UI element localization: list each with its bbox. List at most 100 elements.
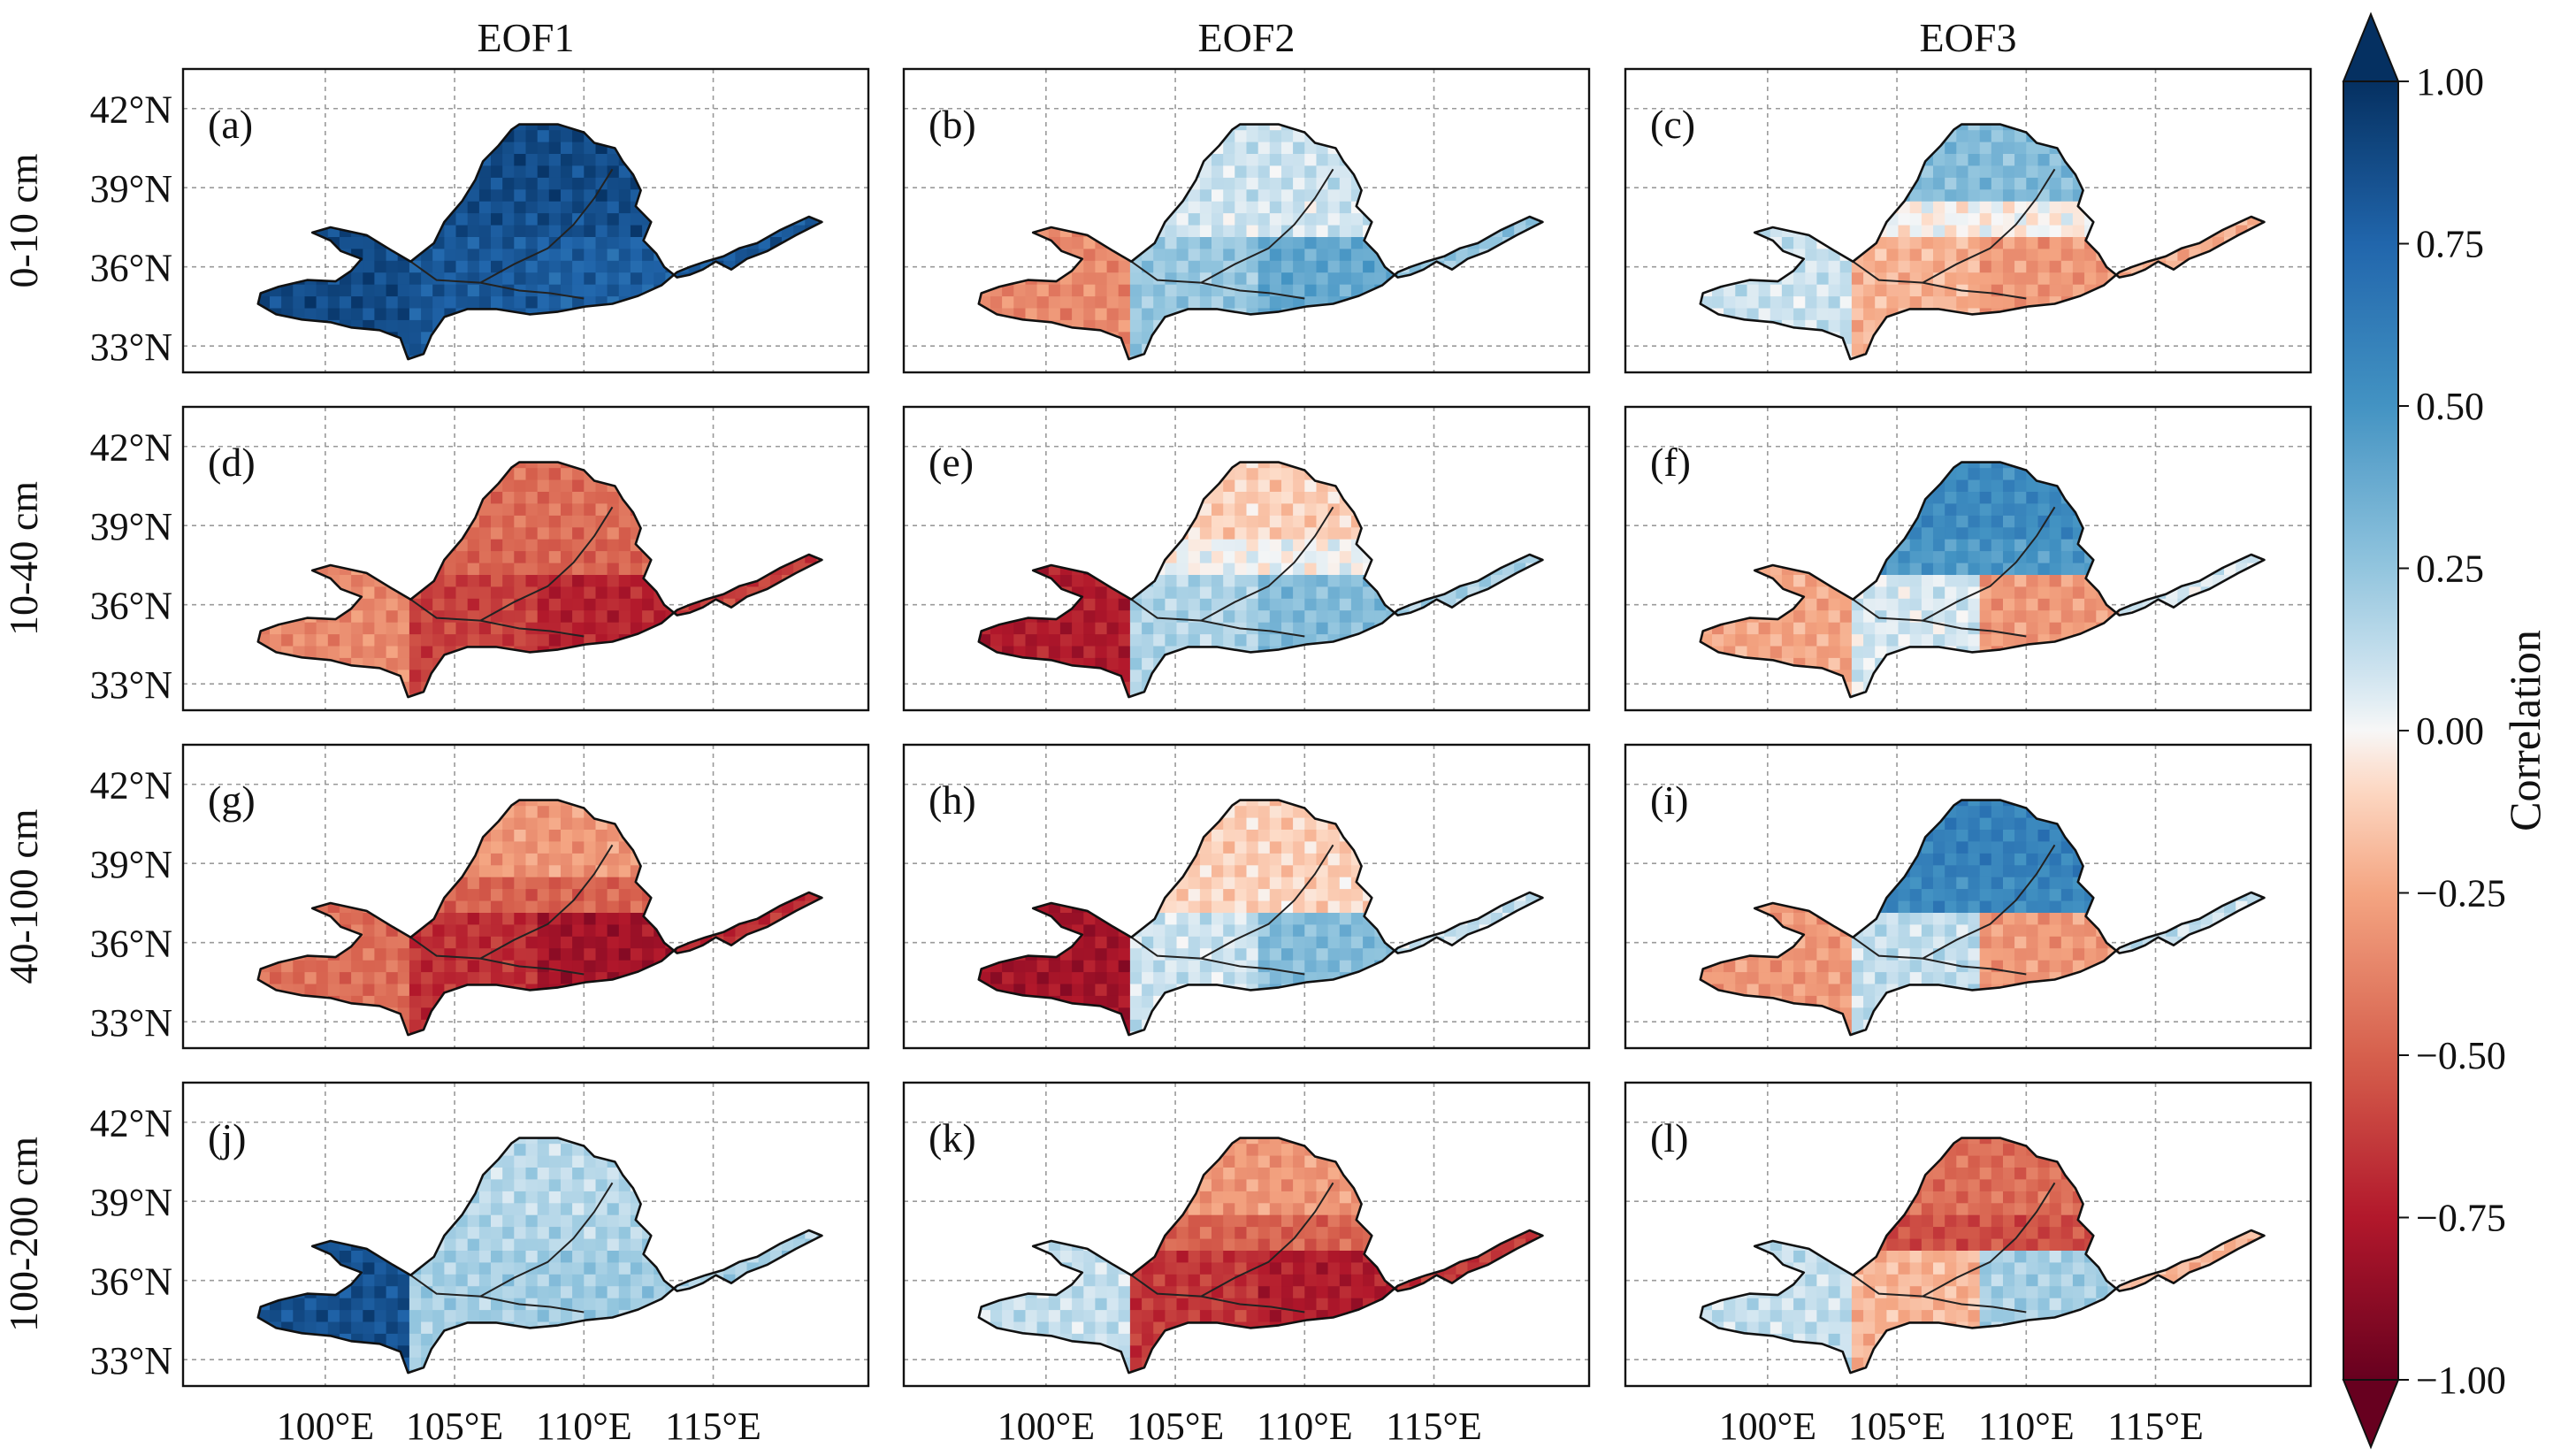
field-cell	[1933, 165, 1945, 178]
field-cell	[1247, 213, 1259, 226]
field-cell	[1258, 189, 1271, 202]
field-cell	[1852, 296, 1864, 309]
field-cell	[619, 177, 631, 189]
field-cell	[1247, 236, 1259, 249]
field-cell	[1072, 308, 1084, 320]
field-cell	[1223, 225, 1235, 237]
field-cell	[584, 153, 596, 165]
field-cell	[1165, 272, 1177, 285]
field-cell	[584, 272, 596, 285]
field-cell	[398, 260, 410, 272]
field-cell	[444, 272, 456, 285]
field-cell	[1980, 213, 1992, 226]
field-cell	[1886, 272, 1899, 285]
field-cell	[619, 551, 631, 563]
field-cell	[479, 225, 492, 237]
field-cell	[514, 503, 526, 516]
field-cell	[2026, 165, 2038, 178]
field-cell	[409, 308, 422, 320]
field-cell	[363, 622, 375, 634]
field-cell	[1083, 308, 1096, 320]
field-cell	[2003, 130, 2015, 142]
field-cell	[1072, 296, 1084, 309]
field-cell	[608, 610, 620, 623]
field-cell	[1083, 260, 1096, 272]
field-cell	[619, 622, 631, 634]
field-cell	[1049, 634, 1061, 647]
field-cell	[491, 225, 503, 237]
field-cell	[340, 296, 352, 309]
field-cell	[1234, 165, 1247, 178]
field-cell	[619, 213, 631, 226]
field-cell	[456, 225, 469, 237]
field-cell	[572, 177, 585, 189]
field-cell	[1340, 284, 1352, 296]
field-cell	[1328, 225, 1341, 237]
field-cell	[1247, 260, 1259, 272]
field-cell	[561, 201, 573, 213]
field-cell	[1223, 272, 1235, 285]
field-cell	[432, 296, 445, 309]
field-cell	[1165, 260, 1177, 272]
field-cell	[514, 610, 526, 623]
field-cell	[1037, 622, 1050, 634]
field-cell	[2014, 249, 2027, 261]
field-cell	[409, 634, 422, 647]
field-cell	[479, 249, 492, 261]
field-cell	[1351, 213, 1364, 226]
field-cell	[1189, 260, 1201, 272]
field-cell	[1177, 260, 1189, 272]
field-cell	[619, 189, 631, 202]
field-cell	[584, 177, 596, 189]
field-cell	[1317, 272, 1329, 285]
field-cell	[1886, 284, 1899, 296]
field-cell	[1212, 177, 1224, 189]
field-cell	[514, 479, 526, 492]
field-cell	[281, 634, 294, 647]
field-cell	[2014, 225, 2027, 237]
field-cell	[1910, 236, 1922, 249]
field-cell	[1142, 308, 1154, 320]
field-cell	[1304, 249, 1317, 261]
field-cell	[1142, 296, 1154, 309]
field-cell	[491, 491, 503, 503]
field-cell	[596, 260, 608, 272]
field-cell	[538, 236, 550, 249]
field-cell	[398, 622, 410, 634]
field-cell	[1049, 646, 1061, 658]
field-cell	[1130, 272, 1143, 285]
field-cell	[1317, 165, 1329, 178]
field-cell	[1956, 236, 1968, 249]
field-cell	[398, 284, 410, 296]
field-cell	[1340, 249, 1352, 261]
field-cell	[491, 586, 503, 599]
field-cell	[351, 610, 363, 623]
field-cell	[1840, 319, 1853, 332]
field-cell	[584, 225, 596, 237]
field-cell	[631, 551, 643, 563]
field-cell	[2003, 153, 2015, 165]
field-cell	[479, 284, 492, 296]
field-cell	[1793, 272, 1806, 285]
field-cell	[572, 503, 585, 516]
field-cell	[305, 646, 317, 658]
field-cell	[561, 272, 573, 285]
field-cell	[2026, 177, 2038, 189]
field-cell	[2050, 201, 2062, 213]
field-cell	[538, 130, 550, 142]
field-cell	[328, 634, 340, 647]
field-cell	[596, 539, 608, 551]
field-cell	[1281, 296, 1294, 309]
field-cell	[374, 284, 386, 296]
field-cell	[1933, 153, 1945, 165]
field-cell	[2050, 272, 2062, 285]
field-cell	[479, 213, 492, 226]
field-cell	[1072, 574, 1084, 586]
field-cell	[572, 225, 585, 237]
field-cell	[561, 260, 573, 272]
field-cell	[468, 201, 480, 213]
field-cell	[572, 598, 585, 610]
field-cell	[572, 142, 585, 154]
field-cell	[1072, 622, 1084, 634]
field-cell	[2003, 260, 2015, 272]
